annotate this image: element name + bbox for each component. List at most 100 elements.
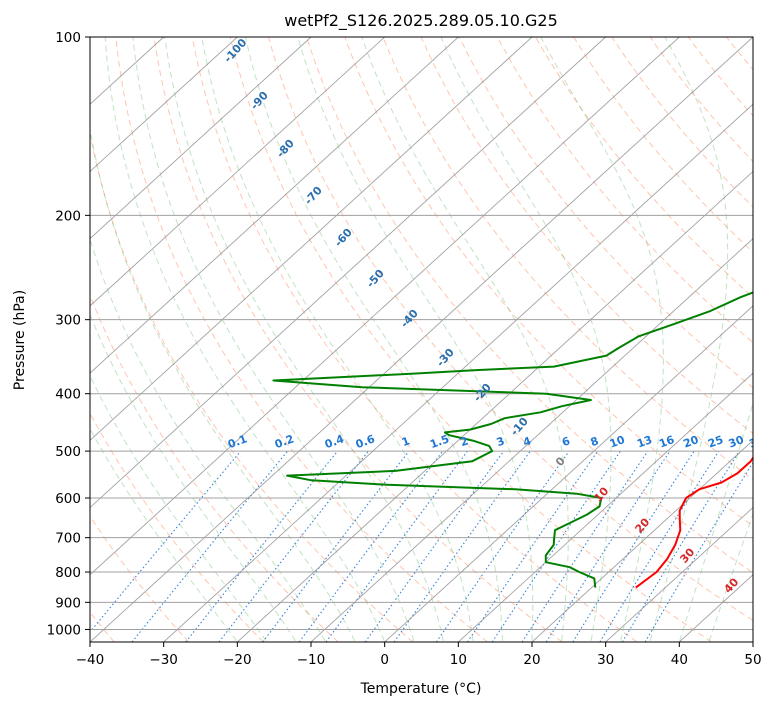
isotherm-line — [90, 37, 459, 374]
isotherm-line — [90, 37, 312, 240]
dry-adiabats — [90, 37, 753, 642]
mixing-ratio-lines — [90, 450, 753, 642]
y-tick-label: 900 — [55, 595, 81, 611]
mixing-ratio-line — [90, 450, 242, 633]
isotherm-line — [163, 103, 753, 642]
isotherm-line — [90, 37, 238, 173]
x-tick-label: 0 — [380, 652, 389, 668]
x-axis: −40 −30 −20 −10 0 10 20 30 40 50 — [76, 642, 762, 668]
mixing-ratio-label: 1 — [400, 434, 412, 449]
y-tick-label: 300 — [55, 313, 81, 329]
x-tick-label: 40 — [671, 652, 688, 668]
isotherm-line — [237, 170, 753, 642]
mixing-ratio-label: 3 — [495, 434, 507, 449]
y-tick-label: 200 — [55, 208, 81, 224]
x-tick-label: 20 — [523, 652, 540, 668]
mixing-ratio-line — [599, 450, 720, 642]
moist-adiabat-line — [708, 513, 753, 641]
mixing-ratio-label: 0.1 — [226, 432, 249, 451]
dry-adiabat-line — [420, 37, 753, 434]
mixing-ratio-line — [393, 450, 531, 642]
isotherm-line — [458, 372, 753, 642]
mixing-ratio-label: 2 — [459, 434, 471, 449]
moist-adiabat-line — [104, 37, 385, 641]
y-tick-label: 800 — [55, 565, 81, 581]
x-axis-label: Temperature (°C) — [360, 681, 482, 697]
moist-adiabat-line — [90, 313, 296, 642]
y-axis: 100 200 300 400 500 600 700 800 900 1000 — [47, 30, 90, 638]
mixing-ratio-label: 20 — [682, 433, 701, 451]
x-tick-label: 30 — [597, 652, 614, 668]
dry-adiabat-line — [153, 37, 563, 642]
mixing-ratio-line — [218, 450, 369, 642]
moist-adiabat-line — [90, 125, 356, 642]
moist-adiabat-line — [649, 37, 729, 641]
y-tick-label: 700 — [55, 531, 81, 547]
moist-adiabat-line — [90, 237, 326, 642]
isotherm-line — [90, 37, 753, 642]
moist-adiabat-line — [90, 374, 267, 642]
moist-adiabat-line — [679, 401, 753, 641]
mixing-ratio-line — [621, 450, 740, 642]
sounding-curves — [272, 291, 753, 589]
isotherm-line — [605, 506, 753, 642]
moist-adiabat-line — [245, 37, 503, 641]
dry-adiabat-line — [90, 131, 414, 642]
mixing-ratio-line — [131, 450, 289, 642]
mixing-ratio-line — [644, 461, 753, 642]
dry-adiabat-line — [573, 37, 753, 253]
y-tick-label: 400 — [55, 387, 81, 403]
moist-adiabat-line — [132, 37, 415, 641]
y-tick-label: 600 — [55, 491, 81, 507]
dry-adiabat-line — [306, 37, 753, 574]
mixing-ratio-label: 0.2 — [273, 432, 296, 451]
dry-adiabat-line — [191, 37, 638, 642]
moist-adiabats — [90, 37, 753, 642]
temperature-profile-line — [635, 456, 753, 589]
dry-adiabat-line — [382, 37, 753, 481]
y-tick-label: 100 — [55, 30, 81, 46]
mixing-ratio-label: 16 — [657, 433, 676, 451]
mixing-ratio-line — [572, 450, 695, 642]
isotherm-line — [310, 238, 753, 642]
mixing-ratio-label: 0.4 — [323, 432, 346, 451]
moist-adiabat-line — [440, 37, 612, 641]
dry-adiabat-line — [90, 293, 339, 642]
x-tick-label: 50 — [744, 652, 761, 668]
isotherm-line — [90, 37, 385, 307]
mixing-ratio-label: 36 — [747, 433, 766, 451]
mixing-ratio-label: 25 — [706, 433, 725, 450]
chart-title: wetPf2_S126.2025.289.05.10.G25 — [284, 11, 558, 31]
mixing-ratio-line — [185, 450, 339, 642]
dry-adiabat-line — [115, 37, 488, 642]
mixing-ratio-label: 8 — [589, 434, 601, 449]
y-axis-label: Pressure (hPa) — [12, 290, 28, 390]
mixing-ratio-label: 10 — [608, 433, 627, 451]
moist-adiabat-line — [90, 427, 237, 642]
isotherm-line — [531, 439, 753, 642]
dry-adiabat-line — [90, 412, 264, 642]
mixing-ratio-line — [364, 450, 505, 642]
dewpoint-profile-line — [272, 291, 753, 588]
mixing-ratio-line — [545, 450, 671, 642]
plot-area: -100-90-80-70-60-50-40-30-20-10010203040… — [90, 37, 766, 642]
dry-adiabat-line — [229, 37, 712, 642]
moist-adiabat-line — [361, 37, 569, 641]
mixing-ratio-label: 4 — [521, 434, 533, 449]
skewed-isotherms — [90, 37, 753, 642]
x-tick-label: 10 — [450, 652, 467, 668]
mixing-ratio-label: 1.5 — [428, 432, 451, 451]
moist-adiabat-line — [540, 37, 664, 641]
dry-adiabat-line — [458, 37, 753, 389]
isotherm-line — [90, 37, 680, 576]
moist-adiabat-line — [297, 37, 534, 641]
x-tick-label: −20 — [223, 652, 252, 668]
x-tick-label: −30 — [149, 652, 178, 668]
y-tick-label: 1000 — [47, 622, 81, 638]
mixing-ratio-label: 13 — [635, 433, 654, 450]
isotherm-line — [90, 37, 533, 441]
dry-adiabat-line — [268, 37, 753, 622]
mixing-ratio-label: 0.6 — [354, 432, 377, 451]
isotherm-line — [90, 37, 606, 509]
